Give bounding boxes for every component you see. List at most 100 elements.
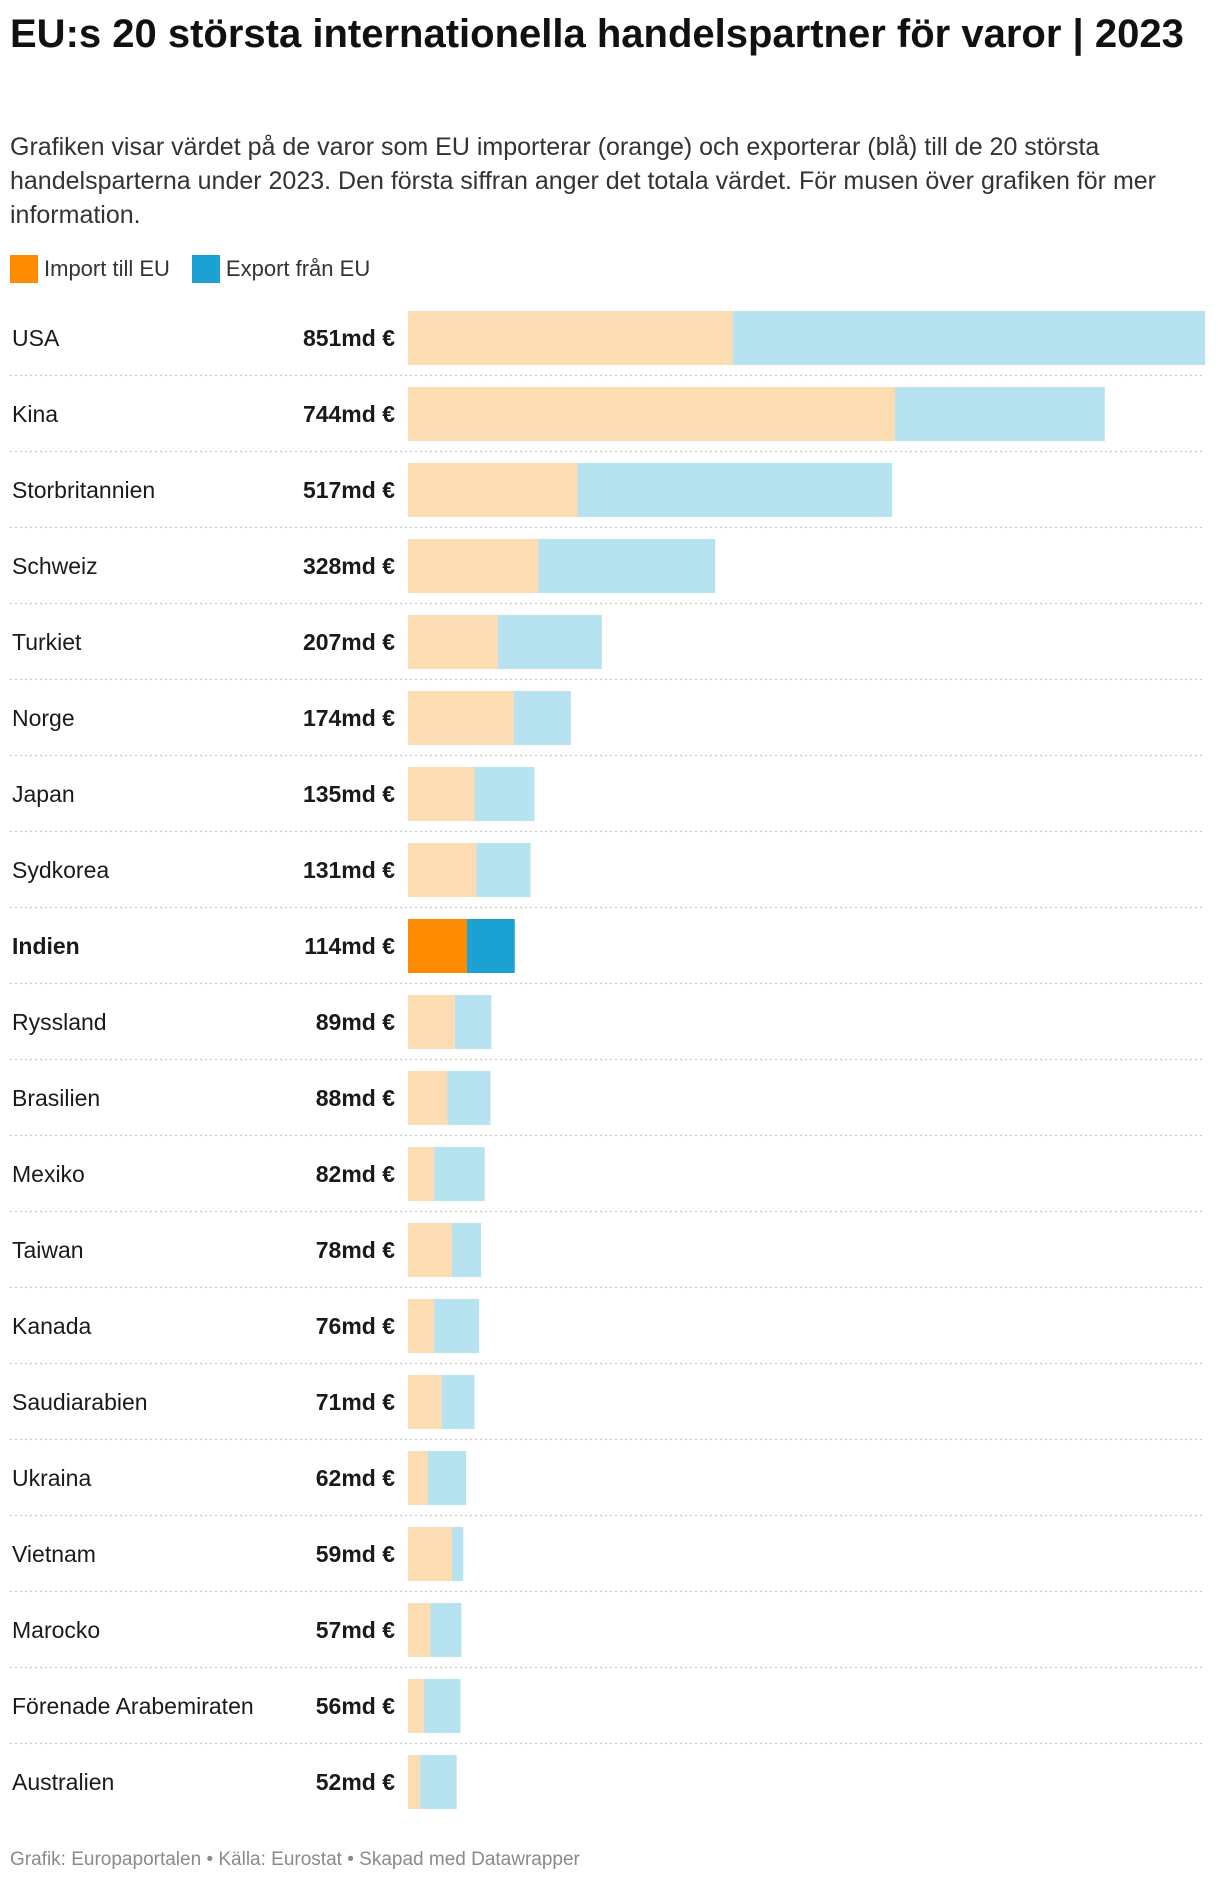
bar-export[interactable]	[497, 615, 602, 669]
bar-export[interactable]	[434, 1299, 480, 1353]
bar-import[interactable]	[408, 311, 733, 365]
bar-export[interactable]	[434, 1147, 485, 1201]
bar-export[interactable]	[513, 691, 571, 745]
bar-import[interactable]	[408, 1071, 448, 1125]
bar-import[interactable]	[408, 1603, 431, 1657]
legend-label-export: Export från EU	[225, 256, 371, 281]
bar-export[interactable]	[452, 1527, 464, 1581]
bar-row[interactable]: Brasilien 88md €	[10, 1071, 1205, 1137]
legend-swatch-export	[191, 255, 220, 283]
bar-export[interactable]	[577, 463, 893, 517]
bar-row[interactable]: Marocko 57md €	[10, 1603, 1205, 1669]
category-label: Australien	[12, 1769, 114, 1795]
bar-export[interactable]	[430, 1603, 462, 1657]
category-label: Japan	[12, 781, 75, 807]
bar-row[interactable]: Japan 135md €	[10, 767, 1205, 833]
chart-subtitle: Grafiken visar värdet på de varor som EU…	[10, 133, 1157, 229]
category-label: USA	[12, 325, 60, 351]
bar-row[interactable]: Indien 114md €	[10, 919, 1205, 985]
category-label: Ukraina	[12, 1465, 91, 1491]
bar-import[interactable]	[408, 691, 514, 745]
category-label: Vietnam	[12, 1541, 96, 1567]
bar-import[interactable]	[408, 1679, 424, 1733]
bar-row[interactable]: Turkiet 207md €	[10, 615, 1205, 681]
bar-import[interactable]	[408, 1299, 435, 1353]
bar-export[interactable]	[427, 1451, 467, 1505]
chart-footer: Grafik: Europaportalen • Källa: Eurostat…	[10, 1849, 580, 1870]
total-value-label: 207md €	[303, 629, 395, 655]
bar-row[interactable]: Storbritannien 517md €	[10, 463, 1205, 529]
bar-import[interactable]	[408, 463, 578, 517]
bar-import[interactable]	[408, 1375, 442, 1429]
total-value-label: 174md €	[303, 705, 395, 731]
bar-export[interactable]	[474, 767, 535, 821]
bar-import[interactable]	[408, 1755, 421, 1809]
category-label: Saudiarabien	[12, 1389, 148, 1415]
total-value-label: 328md €	[303, 553, 395, 579]
total-value-label: 57md €	[316, 1617, 395, 1643]
bar-row[interactable]: Ukraina 62md €	[10, 1451, 1205, 1517]
bar-row[interactable]: Taiwan 78md €	[10, 1223, 1205, 1289]
legend-item-import[interactable]: Import till EU	[10, 255, 170, 283]
category-label: Brasilien	[12, 1085, 100, 1111]
bar-row[interactable]: Mexiko 82md €	[10, 1147, 1205, 1213]
category-label: Schweiz	[12, 553, 98, 579]
total-value-label: 851md €	[303, 325, 395, 351]
bar-import[interactable]	[408, 615, 498, 669]
total-value-label: 88md €	[316, 1085, 395, 1111]
category-label: Sydkorea	[12, 857, 109, 883]
bar-import[interactable]	[408, 767, 475, 821]
bar-import[interactable]	[408, 843, 477, 897]
bar-export[interactable]	[895, 387, 1105, 441]
total-value-label: 78md €	[316, 1237, 395, 1263]
legend: Import till EU Export från EU	[10, 255, 392, 283]
bar-row[interactable]: Australien 52md €	[12, 1755, 457, 1809]
bar-row[interactable]: Ryssland 89md €	[10, 995, 1205, 1061]
total-value-label: 89md €	[316, 1009, 395, 1035]
total-value-label: 131md €	[303, 857, 395, 883]
bar-import[interactable]	[408, 387, 896, 441]
bar-export[interactable]	[447, 1071, 491, 1125]
bar-export[interactable]	[454, 995, 492, 1049]
total-value-label: 82md €	[316, 1161, 395, 1187]
bar-import[interactable]	[408, 539, 539, 593]
bar-chart[interactable]: USA 851md € Kina 744md € Storbritannien 517md…	[0, 305, 1220, 1825]
category-label: Ryssland	[12, 1009, 107, 1035]
total-value-label: 744md €	[303, 401, 395, 427]
bar-row[interactable]: USA 851md €	[10, 311, 1205, 377]
category-label: Mexiko	[12, 1161, 85, 1187]
bar-export[interactable]	[467, 919, 515, 973]
bar-row[interactable]: Norge 174md €	[10, 691, 1205, 757]
bar-import[interactable]	[408, 919, 468, 973]
bar-import[interactable]	[408, 1451, 428, 1505]
category-label: Taiwan	[12, 1237, 84, 1263]
bar-row[interactable]: Schweiz 328md €	[10, 539, 1205, 605]
legend-item-export[interactable]: Export från EU	[191, 255, 371, 283]
total-value-label: 56md €	[316, 1693, 395, 1719]
category-label: Kanada	[12, 1313, 92, 1339]
bar-import[interactable]	[408, 995, 455, 1049]
bar-export[interactable]	[420, 1755, 457, 1809]
category-label: Norge	[12, 705, 75, 731]
category-label: Storbritannien	[12, 477, 155, 503]
bar-row[interactable]: Kanada 76md €	[10, 1299, 1205, 1365]
bar-row[interactable]: Sydkorea 131md €	[10, 843, 1205, 909]
bar-export[interactable]	[538, 539, 716, 593]
bar-row[interactable]: Kina 744md €	[10, 387, 1205, 453]
category-label: Turkiet	[12, 629, 82, 655]
bar-export[interactable]	[732, 311, 1205, 365]
bar-export[interactable]	[476, 843, 531, 897]
bar-export[interactable]	[441, 1375, 475, 1429]
bar-export[interactable]	[452, 1223, 482, 1277]
total-value-label: 71md €	[316, 1389, 395, 1415]
bar-import[interactable]	[408, 1527, 453, 1581]
bar-row[interactable]: Saudiarabien 71md €	[10, 1375, 1205, 1441]
bar-row[interactable]: Förenade Arabemiraten 56md €	[10, 1679, 1205, 1745]
bar-import[interactable]	[408, 1147, 435, 1201]
bar-import[interactable]	[408, 1223, 453, 1277]
chart-title: EU:s 20 största internationella handelsp…	[10, 12, 1184, 56]
total-value-label: 76md €	[316, 1313, 395, 1339]
category-label: Kina	[12, 401, 58, 427]
bar-row[interactable]: Vietnam 59md €	[10, 1527, 1205, 1593]
bar-export[interactable]	[423, 1679, 461, 1733]
